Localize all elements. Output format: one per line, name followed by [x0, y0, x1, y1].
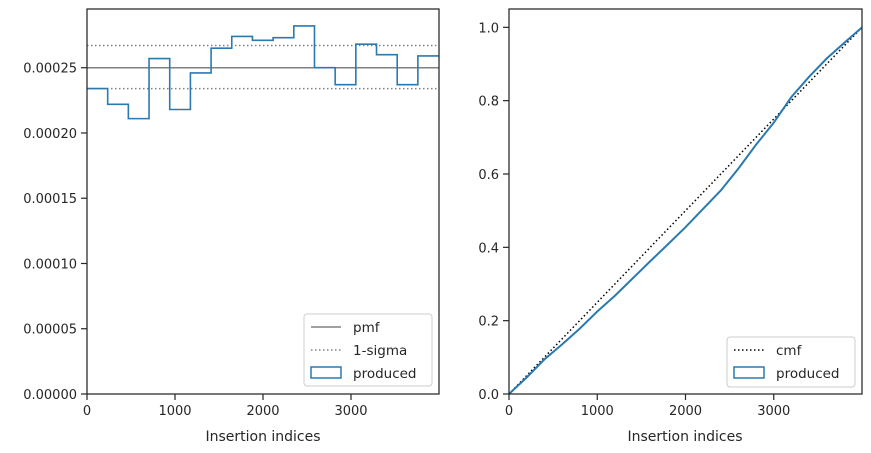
cumulative-x-axis-title: Insertion indices: [627, 429, 742, 445]
histogram-x-tick-label: 0: [83, 404, 91, 419]
histogram-legend: pmf 1-sigma produced: [303, 313, 433, 387]
cumulative-plot-area: [508, 26, 863, 395]
cumulative-y-tick-label: 0.8: [478, 95, 499, 110]
histogram-y-tick-label: 0.00025: [23, 62, 77, 77]
histogram-bin: [232, 36, 253, 394]
produced-histogram-step: [87, 25, 439, 120]
legend-pmf-label: pmf: [353, 320, 381, 336]
cumulative-x-tick-label: 1000: [581, 404, 614, 419]
cumulative-x-tick-label: 2000: [669, 404, 702, 419]
histogram-x-axis-title: Insertion indices: [205, 429, 320, 445]
legend-produced-label-right: produced: [776, 366, 840, 382]
histogram-y-tick-label: 0.00010: [23, 257, 77, 272]
histogram-bin: [149, 59, 170, 394]
histogram-y-tick-label: 0.00015: [23, 192, 77, 207]
histogram-y-tick-label: 0.00005: [23, 323, 77, 338]
histogram-plot-area: [87, 25, 439, 394]
legend-cmf-label: cmf: [776, 343, 803, 359]
cumulative-x-ticks: 0 1000 2000 3000: [505, 394, 790, 419]
legend-produced-swatch: [310, 366, 342, 379]
legend-produced-label: produced: [353, 366, 417, 382]
histogram-bin: [170, 109, 191, 394]
cumulative-legend: cmf produced: [726, 336, 856, 388]
histogram-bin: [252, 40, 273, 394]
histogram-y-ticks: 0.00000 0.00005 0.00010 0.00015 0.00020 0.000…: [23, 62, 87, 403]
histogram-x-ticks: 0 1000 2000 3000: [83, 394, 368, 419]
cumulative-panel: 0 1000 2000 3000 0.0 0.2 0.4 0.6 0.8 1.0 Inserti…: [478, 8, 863, 445]
cumulative-y-tick-label: 0.4: [478, 241, 499, 256]
cumulative-y-tick-label: 1.0: [478, 21, 499, 36]
produced-cumulative-line: [508, 26, 863, 395]
cumulative-y-tick-label: 0.6: [478, 168, 499, 183]
histogram-bin: [108, 104, 129, 394]
histogram-y-tick-label: 0.00020: [23, 127, 77, 142]
legend-sigma-label: 1-sigma: [353, 343, 407, 359]
cumulative-x-tick-label: 0: [505, 404, 513, 419]
histogram-bin: [190, 73, 211, 394]
histogram-x-tick-label: 1000: [158, 404, 191, 419]
cmf-line: [508, 26, 863, 395]
histogram-bin: [273, 38, 294, 394]
histogram-y-tick-label: 0.00000: [23, 388, 77, 403]
histogram-bin: [211, 48, 232, 394]
cumulative-y-tick-label: 0.0: [478, 388, 499, 403]
histogram-x-tick-label: 2000: [246, 404, 279, 419]
histogram-panel: 0 1000 2000 3000 0.000000.000050.000100.000…: [23, 8, 440, 445]
histogram-legend-box: [303, 313, 433, 387]
cumulative-x-tick-label: 3000: [757, 404, 790, 419]
legend-produced-swatch-right: [733, 366, 765, 379]
histogram-bin: [87, 89, 108, 394]
cumulative-axes-frame: [508, 8, 863, 395]
cumulative-y-tick-label: 0.2: [478, 315, 499, 330]
cumulative-y-ticks: 0.0 0.2 0.4 0.6 0.8 1.0: [478, 21, 509, 403]
histogram-x-tick-label: 3000: [334, 404, 367, 419]
histogram-bin: [128, 119, 149, 394]
